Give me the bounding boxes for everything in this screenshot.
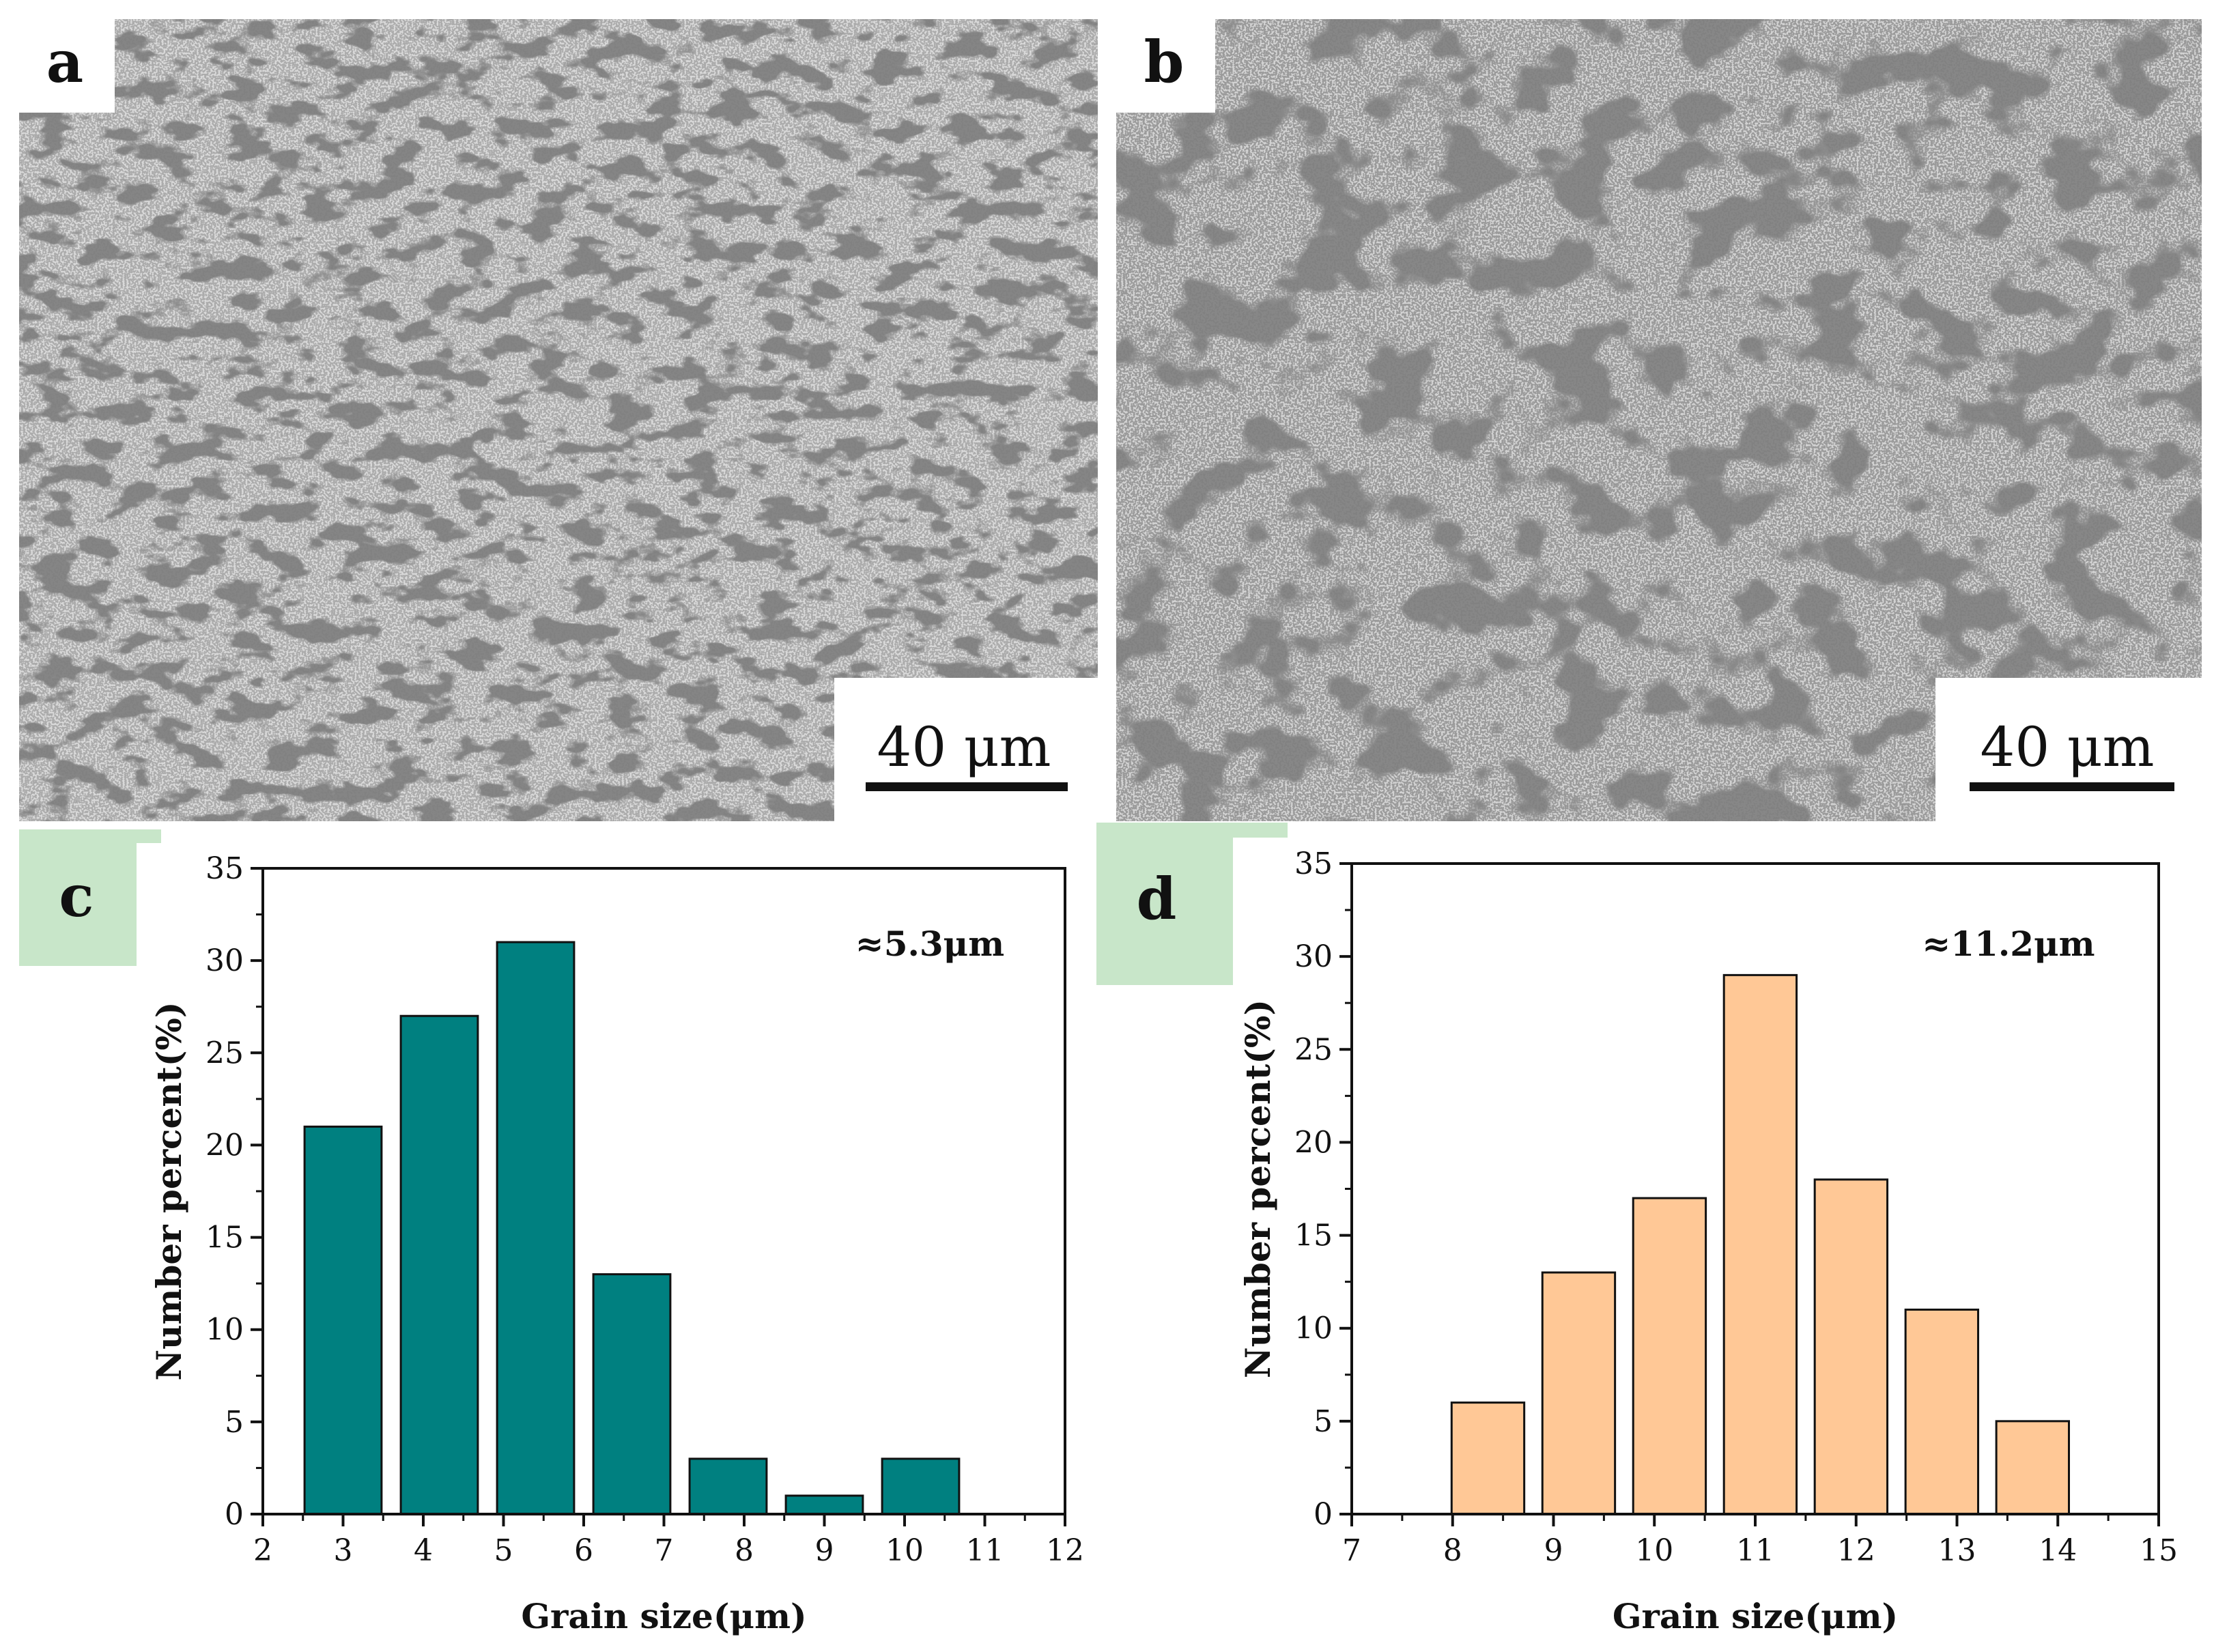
panel-d-label-box [1096, 823, 1233, 985]
x-tick-label-d-14: 14 [2039, 1533, 2077, 1568]
y-tick-label-c-20: 20 [205, 1128, 244, 1163]
scale-bar-a-line [866, 782, 1068, 791]
y-tick-label-c-5: 5 [225, 1405, 244, 1440]
x-tick-label-c-4: 4 [414, 1533, 433, 1568]
bar-c-2 [496, 941, 576, 1515]
x-tick-label-c-12: 12 [1046, 1533, 1084, 1568]
bar-d-5 [1904, 1308, 1980, 1515]
x-tick-label-c-10: 10 [885, 1533, 924, 1568]
x-axis-label-c: Grain size(μm) [521, 1596, 806, 1636]
x-tick-label-d-11: 11 [1736, 1533, 1774, 1568]
panel-b-label-box [1116, 19, 1215, 113]
bar-d-4 [1813, 1178, 1889, 1515]
bar-c-6 [881, 1457, 961, 1515]
y-axis-label-c: Number percent(%) [149, 1001, 189, 1380]
panel-b-label: b [1144, 28, 1184, 96]
y-tick-label-d-0: 0 [1314, 1497, 1333, 1532]
y-tick-label-d-5: 5 [1314, 1404, 1333, 1439]
y-tick-label-c-35: 35 [205, 851, 244, 886]
y-tick-label-d-10: 10 [1294, 1311, 1333, 1346]
bar-d-3 [1722, 973, 1798, 1515]
y-tick-label-c-30: 30 [205, 943, 244, 978]
chart-d-plot: 0 5 10 15 20 25 30 35 7 8 9 10 11 12 13 14 15 Grain size(… [1238, 846, 2178, 1636]
annotation-d: ≈11.2μm [1922, 924, 2095, 964]
chart-c-plot: 0 5 10 15 20 25 30 35 2 3 4 5 6 7 8 9 10 11 12 Grain size(μ… [149, 851, 1084, 1636]
y-tick-label-d-25: 25 [1294, 1032, 1333, 1067]
panel-c-label-box [19, 829, 137, 966]
y-tick-label-d-20: 20 [1294, 1125, 1333, 1160]
x-tick-label-d-8: 8 [1443, 1533, 1462, 1568]
micrograph-a: a 40 μm [19, 19, 1098, 821]
y-axis-label-d: Number percent(%) [1238, 999, 1278, 1378]
x-tick-label-c-9: 9 [815, 1533, 834, 1568]
x-tick-label-c-7: 7 [655, 1533, 674, 1568]
x-tick-label-d-13: 13 [1938, 1533, 1976, 1568]
y-tick-label-d-35: 35 [1294, 846, 1333, 881]
panel-a-label-box [19, 19, 115, 113]
x-tick-label-d-7: 7 [1342, 1533, 1361, 1568]
scale-bar-b-text: 40 μm [1980, 715, 2154, 779]
y-tick-label-c-0: 0 [225, 1497, 244, 1532]
x-tick-label-c-11: 11 [966, 1533, 1004, 1568]
bar-d-2 [1632, 1197, 1707, 1515]
bar-d-6 [1995, 1420, 2071, 1515]
panel-c-label-tab [137, 829, 161, 843]
annotation-c: ≈5.3μm [855, 924, 1004, 964]
x-tick-label-d-12: 12 [1837, 1533, 1875, 1568]
scale-bar-a-text: 40 μm [877, 715, 1051, 779]
x-tick-label-c-3: 3 [334, 1533, 353, 1568]
x-tick-label-d-10: 10 [1635, 1533, 1673, 1568]
bar-d-0 [1450, 1401, 1526, 1515]
chart-d: d 0 5 10 15 20 25 30 35 7 8 9 10 11 12 13 14 15 Grain siz… [1096, 823, 2178, 1636]
y-tick-label-d-30: 30 [1294, 939, 1333, 974]
bar-c-0 [303, 1125, 383, 1515]
panel-d-label: d [1137, 865, 1177, 932]
y-tick-label-c-25: 25 [205, 1036, 244, 1070]
x-tick-label-c-5: 5 [494, 1533, 513, 1568]
chart-c: c 0 5 10 15 20 25 30 35 2 3 4 5 6 7 8 9 10 11 12 Grain size… [19, 829, 1084, 1636]
panel-c-label: c [59, 862, 94, 930]
y-tick-label-d-15: 15 [1294, 1219, 1333, 1253]
bar-c-3 [592, 1273, 672, 1515]
bar-c-4 [688, 1457, 768, 1515]
x-tick-label-c-2: 2 [253, 1533, 272, 1568]
y-tick-label-c-15: 15 [205, 1221, 244, 1255]
scale-bar-b-box [1935, 678, 2202, 821]
bar-c-5 [784, 1494, 864, 1515]
bar-d-1 [1541, 1271, 1617, 1515]
panel-a-label: a [46, 28, 83, 96]
x-tick-label-c-6: 6 [574, 1533, 593, 1568]
bar-c-1 [399, 1014, 479, 1515]
x-tick-label-c-8: 8 [735, 1533, 754, 1568]
scale-bar-b-line [1970, 782, 2174, 791]
x-axis-label-d: Grain size(μm) [1613, 1596, 1898, 1636]
panel-d-label-tab [1233, 823, 1288, 838]
y-tick-label-c-10: 10 [205, 1313, 244, 1348]
x-tick-label-d-15: 15 [2140, 1533, 2178, 1568]
micrograph-b: b 40 μm [1116, 19, 2202, 821]
scale-bar-a-box [834, 678, 1098, 821]
x-tick-label-d-9: 9 [1544, 1533, 1563, 1568]
